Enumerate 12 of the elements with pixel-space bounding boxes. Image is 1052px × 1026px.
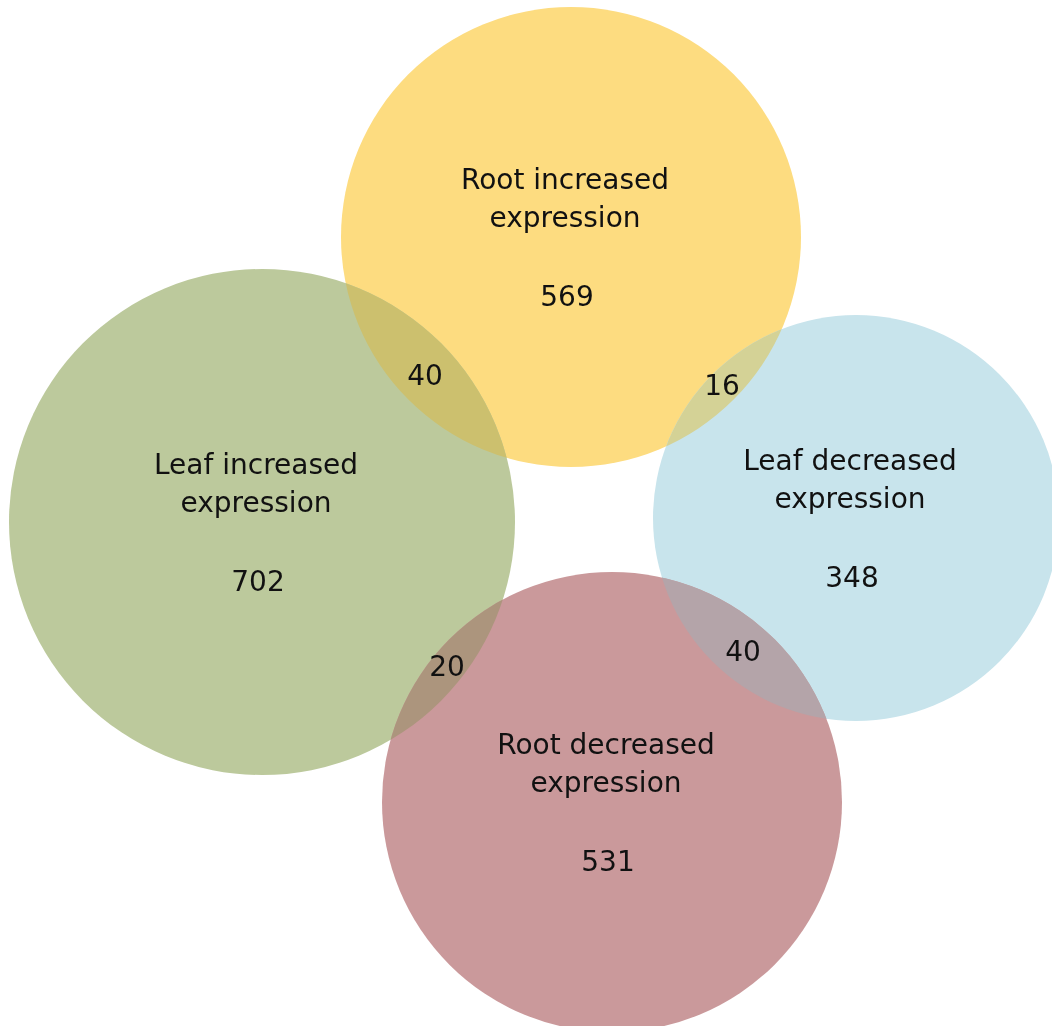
data-label: 702 [231,565,285,599]
data-label: 569 [540,280,594,314]
data-label: 348 [825,561,879,595]
text: 16 [704,369,740,403]
category-label: Root decreased expression [497,728,715,800]
data-label: 531 [581,845,635,879]
text: 20 [429,650,465,684]
text: 40 [407,359,443,393]
category-label: Leaf increased expression [153,448,359,520]
category-label: Root increased expression [460,163,670,235]
text: 40 [725,635,761,669]
category-label: Leaf decreased expression [743,444,957,516]
